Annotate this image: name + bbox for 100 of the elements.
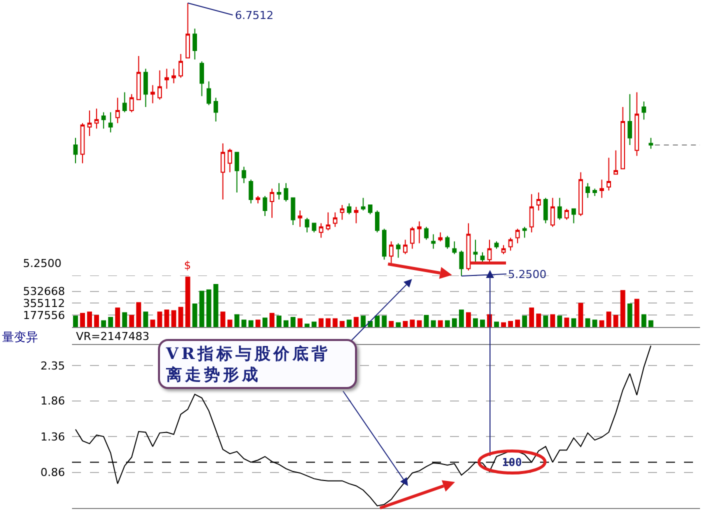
candlestick <box>606 157 611 192</box>
candlestick <box>396 242 400 258</box>
candlestick <box>304 217 310 233</box>
candlestick <box>242 166 246 184</box>
candlestick <box>234 152 240 193</box>
candlestick <box>494 240 499 250</box>
candlestick <box>473 239 478 262</box>
bar <box>270 312 274 327</box>
bar <box>424 314 429 327</box>
candlestick <box>192 28 198 60</box>
bar <box>620 290 626 327</box>
bar <box>641 314 646 327</box>
candlestick <box>529 194 534 233</box>
bar <box>564 318 570 327</box>
candlestick <box>340 204 344 220</box>
candlestick <box>452 240 457 255</box>
chart-title: 量变异 <box>2 330 38 345</box>
bar <box>501 322 506 327</box>
callout-box: VR指标与股价底背离走势形成 <box>158 339 357 389</box>
candlestick <box>200 60 204 97</box>
bar <box>410 320 415 327</box>
candlestick <box>431 234 436 250</box>
candlestick <box>129 94 134 113</box>
bar <box>473 318 478 327</box>
candlestick <box>94 108 99 130</box>
candlestick <box>298 210 302 228</box>
bar <box>374 316 380 327</box>
candlestick <box>248 179 254 204</box>
bar <box>416 320 422 327</box>
bar <box>332 318 338 327</box>
bar <box>192 304 198 327</box>
candlestick <box>290 197 296 226</box>
bar <box>438 320 443 327</box>
candlestick <box>186 3 190 58</box>
bar <box>150 320 156 327</box>
candlestick <box>487 239 492 262</box>
bar <box>312 322 317 327</box>
candlestick <box>284 182 288 202</box>
bar <box>87 312 92 327</box>
bar <box>402 320 408 327</box>
bar <box>430 320 436 327</box>
bar <box>290 316 296 327</box>
bar <box>185 276 190 327</box>
bar <box>444 320 450 327</box>
candlestick <box>101 112 106 130</box>
bar <box>543 316 548 327</box>
bar <box>578 302 584 327</box>
bar <box>571 318 576 327</box>
candlestick <box>368 204 372 215</box>
candlestick <box>346 202 352 215</box>
bar <box>206 289 212 327</box>
bar <box>304 324 310 327</box>
bar <box>508 320 513 327</box>
candlestick <box>501 244 506 255</box>
bar <box>234 314 240 327</box>
candlestick <box>115 97 120 124</box>
text: VR=2147483 <box>76 330 150 343</box>
candlestick <box>270 188 274 218</box>
candlestick <box>214 97 218 122</box>
candlestick <box>332 212 338 228</box>
candlestick <box>178 54 183 78</box>
candlestick <box>276 182 282 200</box>
bar <box>73 316 78 327</box>
candlestick <box>592 188 597 197</box>
bar <box>129 314 134 327</box>
candlestick <box>410 226 415 250</box>
y-tick-label: 0.86 <box>40 466 65 480</box>
bar <box>276 316 282 327</box>
bar <box>340 320 345 327</box>
y-tick-label: 355112 <box>23 297 65 310</box>
bar <box>178 306 184 327</box>
bar <box>557 316 562 327</box>
bar <box>80 312 85 327</box>
bar <box>298 318 302 327</box>
bar <box>122 312 128 327</box>
candlestick <box>620 106 626 170</box>
candlestick <box>150 84 155 104</box>
bar <box>550 314 556 327</box>
candlestick <box>550 197 555 228</box>
candlestick <box>508 237 513 252</box>
candlestick <box>515 228 520 244</box>
candlestick <box>403 239 408 255</box>
candlestick <box>578 172 583 216</box>
bar <box>199 290 204 327</box>
bar <box>326 318 331 327</box>
annotation: 5.2500 <box>508 268 546 281</box>
bar <box>388 320 394 327</box>
annotation: $ <box>184 259 191 272</box>
candlestick <box>634 92 640 156</box>
candlestick <box>87 110 92 136</box>
bar <box>115 308 120 327</box>
bar <box>529 308 534 327</box>
candlestick <box>438 232 443 242</box>
candlestick <box>172 68 176 84</box>
bar <box>94 314 100 327</box>
bar <box>284 320 288 327</box>
bar <box>164 310 170 327</box>
bar <box>648 320 654 327</box>
bar <box>157 312 162 327</box>
y-tick-label: 2.35 <box>40 360 65 373</box>
